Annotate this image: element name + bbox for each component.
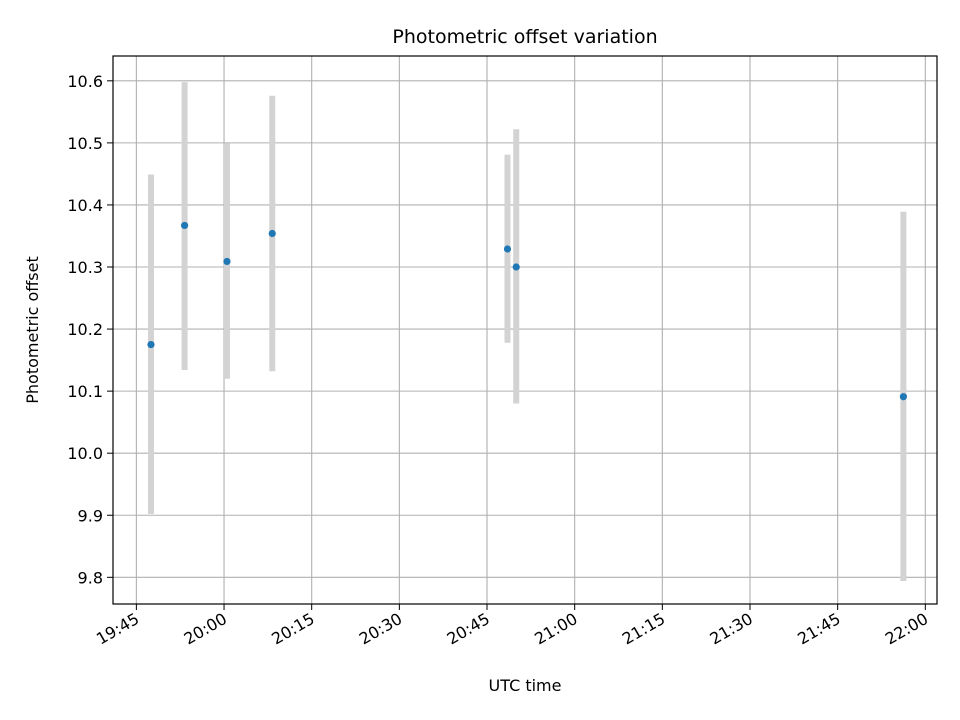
x-tick-label: 19:45 <box>93 609 142 649</box>
y-tick-label: 10.2 <box>67 320 103 339</box>
y-tick-label: 9.8 <box>78 568 103 587</box>
data-point <box>899 393 907 401</box>
y-tick-label: 10.1 <box>67 382 103 401</box>
y-tick-label: 10.4 <box>67 196 103 215</box>
x-tick-label: 20:30 <box>356 609 405 649</box>
y-axis-label: Photometric offset <box>23 256 42 404</box>
data-point <box>268 229 276 238</box>
y-tick-label: 10.6 <box>67 72 103 91</box>
y-tick-label: 10.5 <box>67 134 103 153</box>
x-tick-label: 22:00 <box>882 609 931 649</box>
x-axis: 19:45 20:00 20:15 20:30 20:45 21:00 21:15 21:30… <box>93 604 931 649</box>
data-point <box>503 245 512 253</box>
plot-frame <box>112 55 938 605</box>
grid-layer <box>113 56 937 604</box>
data-point <box>223 257 231 266</box>
chart-title: Photometric offset variation <box>392 26 657 48</box>
x-tick-label: 21:00 <box>531 609 580 649</box>
errorbar-layer <box>147 82 907 582</box>
x-tick-label: 20:00 <box>181 609 230 649</box>
x-tick-label: 20:45 <box>444 609 493 649</box>
point-layer <box>147 221 907 401</box>
x-tick-label: 21:30 <box>707 609 756 649</box>
y-axis: 9.8 9.9 10.0 10.1 10.2 10.3 10.4 10.5 10.6 <box>67 72 113 587</box>
data-point <box>512 263 520 271</box>
x-axis-label: UTC time <box>489 676 562 695</box>
y-tick-label: 9.9 <box>78 506 103 525</box>
y-tick-label: 10.3 <box>67 258 103 277</box>
data-point <box>180 221 189 230</box>
x-tick-label: 21:45 <box>794 609 843 649</box>
y-tick-label: 10.0 <box>67 444 103 463</box>
data-point <box>147 340 155 349</box>
x-tick-label: 20:15 <box>268 609 317 649</box>
x-tick-label: 21:15 <box>619 609 668 649</box>
